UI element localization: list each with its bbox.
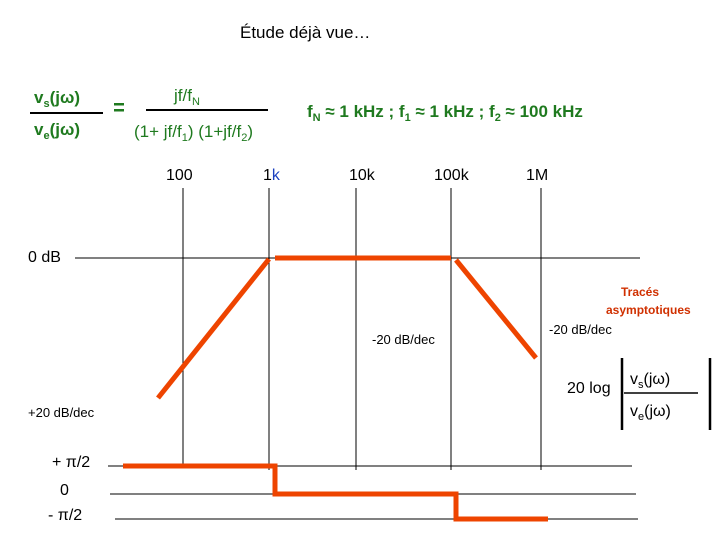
phase-label-minus-pi-2: - π/2 <box>48 507 82 524</box>
rhs-denominator: (1+ jf/f1) (1+jf/f2) <box>134 122 253 144</box>
gain-falling-segment <box>454 258 538 360</box>
freq-label-100k: 100k <box>434 167 470 184</box>
phase-label-zero: 0 <box>60 482 69 499</box>
equals-sign-bottom <box>114 109 124 112</box>
freq-label-1M: 1M <box>526 167 548 184</box>
zero-db-label: 0 dB <box>28 249 61 266</box>
gain-formula-denominator: ve(jω) <box>630 403 671 423</box>
frequency-gridlines <box>182 188 542 470</box>
trace-note-line2: asymptotiques <box>606 303 691 317</box>
slope-label-mid: -20 dB/dec <box>372 332 435 347</box>
phase-label-plus-pi-2: + π/2 <box>52 454 90 471</box>
rhs-numerator: jf/fN <box>173 86 200 108</box>
gain-formula-numerator: vs(jω) <box>630 371 670 391</box>
lhs-numerator: vs(jω) <box>34 88 80 110</box>
phase-step-trace <box>123 463 548 522</box>
frequency-labels: 100 1k 10k 100k 1M <box>166 167 548 184</box>
slope-label-right: -20 dB/dec <box>549 322 612 337</box>
slope-label-rising: +20 dB/dec <box>28 405 95 420</box>
gain-trace <box>156 255 538 400</box>
parameters-line: fN ≈ 1 kHz ; f1 ≈ 1 kHz ; f2 ≈ 100 kHz <box>307 102 583 124</box>
trace-note-line1: Tracés <box>621 285 659 299</box>
gain-formula: 20 log vs(jω) ve(jω) <box>567 358 712 430</box>
phase-trace <box>123 463 548 522</box>
transfer-function: vs(jω) ve(jω) jf/fN (1+ jf/f1) (1+jf/f2) <box>30 86 268 144</box>
lhs-denominator: ve(jω) <box>34 120 80 142</box>
gain-formula-prefix: 20 log <box>567 380 611 397</box>
freq-label-1k: 1k <box>263 167 281 184</box>
gain-rising-segment <box>156 257 271 400</box>
freq-label-10k: 10k <box>349 167 376 184</box>
equals-sign-top <box>114 103 124 106</box>
page-title: Étude déjà vue… <box>240 23 370 42</box>
freq-label-100: 100 <box>166 167 193 184</box>
